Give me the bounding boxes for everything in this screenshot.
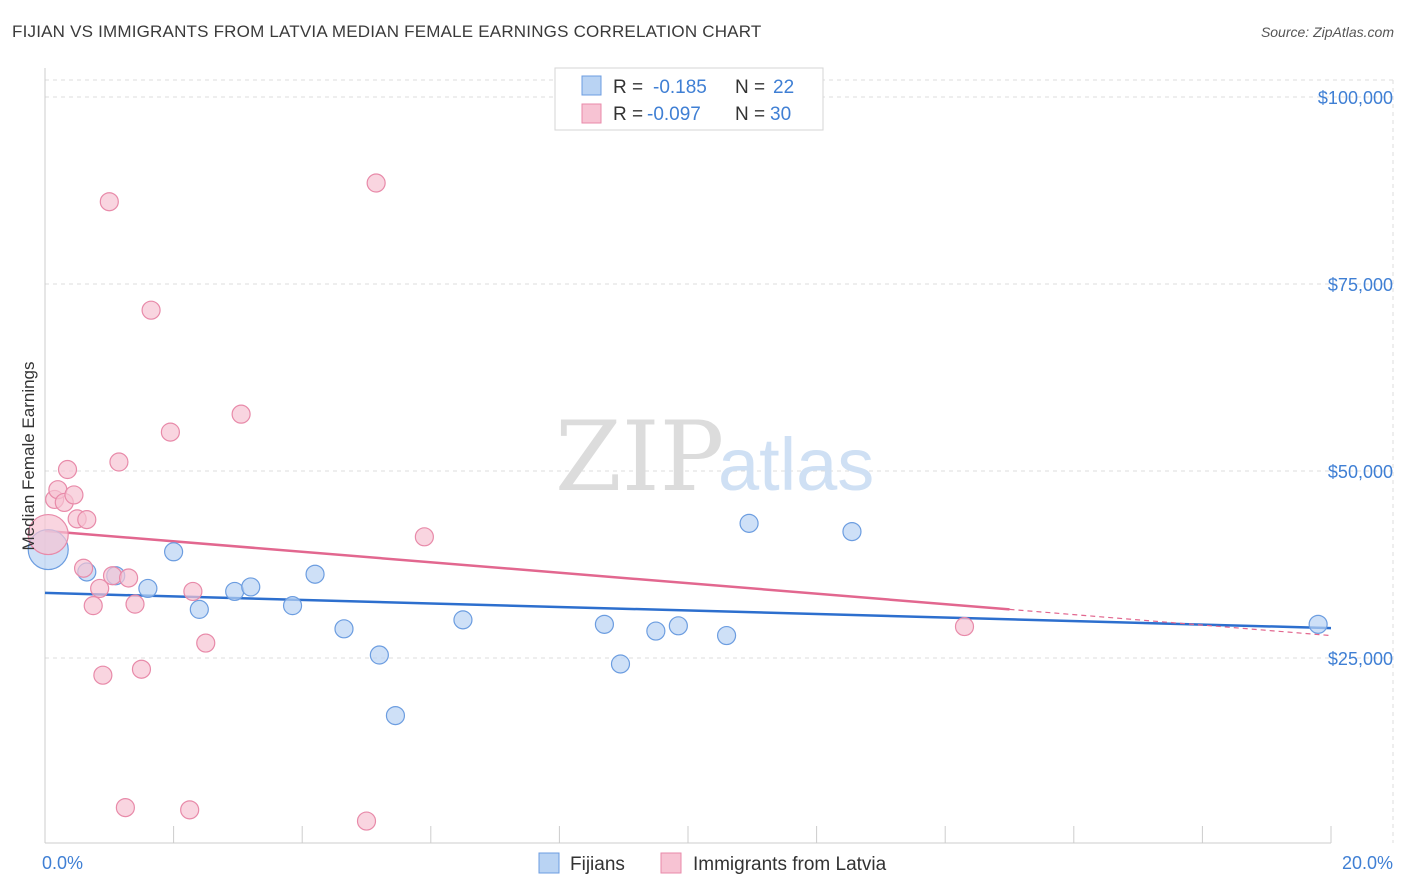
y-tick-label-0: $25,000 — [1328, 649, 1393, 669]
trend-line-latvia — [44, 529, 1010, 611]
point-fijians-9 — [305, 564, 325, 584]
legend-swatch-latvia — [581, 103, 602, 124]
correlation-legend: R = -0.185 N = 22 R = -0.097 N = 30 — [554, 67, 824, 131]
legend-r-value-1: -0.185 — [653, 77, 707, 98]
point-latvia-20 — [160, 422, 180, 442]
point-fijians-10 — [334, 619, 354, 639]
bottom-legend-fijians: Fijians — [570, 854, 625, 875]
point-latvia-11 — [93, 665, 113, 685]
point-latvia-10 — [90, 578, 110, 599]
x-tick-label-0: 0.0% — [42, 853, 83, 873]
series-legend: Fijians Immigrants from Latvia — [538, 852, 887, 875]
point-latvia-7 — [73, 558, 94, 578]
point-latvia-26 — [356, 811, 377, 831]
legend-n-value-2: 30 — [770, 104, 791, 125]
point-fijians-21 — [1308, 614, 1328, 634]
point-fijians-6 — [225, 581, 245, 602]
bottom-legend-latvia: Immigrants from Latvia — [693, 854, 887, 875]
trend-lines — [44, 529, 1332, 637]
chart-title: FIJIAN VS IMMIGRANTS FROM LATVIA MEDIAN … — [12, 22, 762, 41]
point-latvia-17 — [125, 594, 145, 614]
point-latvia-5 — [64, 485, 84, 505]
point-fijians-5 — [189, 599, 209, 619]
point-fijians-17 — [668, 616, 688, 636]
point-latvia-21 — [183, 581, 203, 602]
point-latvia-16 — [118, 568, 139, 588]
y-tick-label-2: $75,000 — [1328, 275, 1393, 295]
y-axis-title: Median Female Earnings — [19, 362, 38, 551]
point-latvia-15 — [115, 797, 135, 818]
watermark-zip: ZIP — [555, 401, 724, 513]
point-fijians-15 — [610, 654, 631, 674]
legend-r-value-2: -0.097 — [647, 104, 701, 125]
legend-r-label-1: R = — [613, 77, 643, 98]
legend-n-label-1: N = — [735, 77, 765, 98]
point-latvia-9 — [83, 596, 103, 616]
point-fijians-13 — [453, 610, 473, 630]
point-fijians-19 — [739, 513, 759, 533]
point-fijians-7 — [241, 577, 261, 597]
x-tick-label-1: 20.0% — [1342, 853, 1393, 873]
point-latvia-25 — [366, 173, 386, 193]
bottom-legend-swatch-fijians — [538, 852, 560, 874]
point-latvia-18 — [131, 659, 152, 679]
point-fijians-8 — [282, 596, 303, 616]
legend-swatch-fijians — [581, 75, 602, 96]
trend-line-fijians — [44, 591, 1332, 630]
point-latvia-12 — [99, 192, 119, 212]
point-fijians-18 — [716, 625, 737, 646]
legend-n-label-2: N = — [735, 104, 765, 125]
watermark-atlas: atlas — [718, 423, 874, 506]
watermark: ZIP atlas — [555, 401, 874, 513]
point-latvia-19 — [141, 300, 161, 320]
point-latvia-27 — [414, 527, 434, 547]
point-latvia-22 — [196, 633, 216, 653]
bottom-legend-swatch-latvia — [660, 852, 682, 874]
point-latvia-14 — [109, 452, 129, 472]
point-fijians-12 — [385, 705, 406, 726]
point-latvia-24 — [231, 404, 251, 424]
point-latvia-0 — [27, 513, 69, 556]
point-latvia-13 — [102, 566, 123, 586]
point-fijians-20 — [842, 521, 862, 542]
point-fijians-3 — [138, 578, 158, 599]
axes — [44, 68, 1332, 844]
chart-source: Source: ZipAtlas.com — [1260, 24, 1394, 40]
point-fijians-11 — [369, 645, 389, 665]
point-latvia-8 — [77, 510, 97, 530]
point-fijians-4 — [164, 542, 184, 562]
point-fijians-14 — [594, 614, 615, 634]
legend-n-value-1: 22 — [773, 77, 794, 98]
data-points — [27, 173, 1328, 831]
y-tick-label-3: $100,000 — [1318, 88, 1393, 108]
point-latvia-23 — [180, 800, 200, 820]
tick-labels: $25,000 $50,000 $75,000 $100,000 0.0% 20.0% — [42, 88, 1393, 873]
legend-r-label-2: R = — [613, 104, 643, 125]
y-tick-label-1: $50,000 — [1328, 462, 1393, 482]
point-latvia-29 — [954, 616, 975, 637]
point-fijians-16 — [646, 621, 666, 641]
point-latvia-4 — [57, 459, 78, 480]
